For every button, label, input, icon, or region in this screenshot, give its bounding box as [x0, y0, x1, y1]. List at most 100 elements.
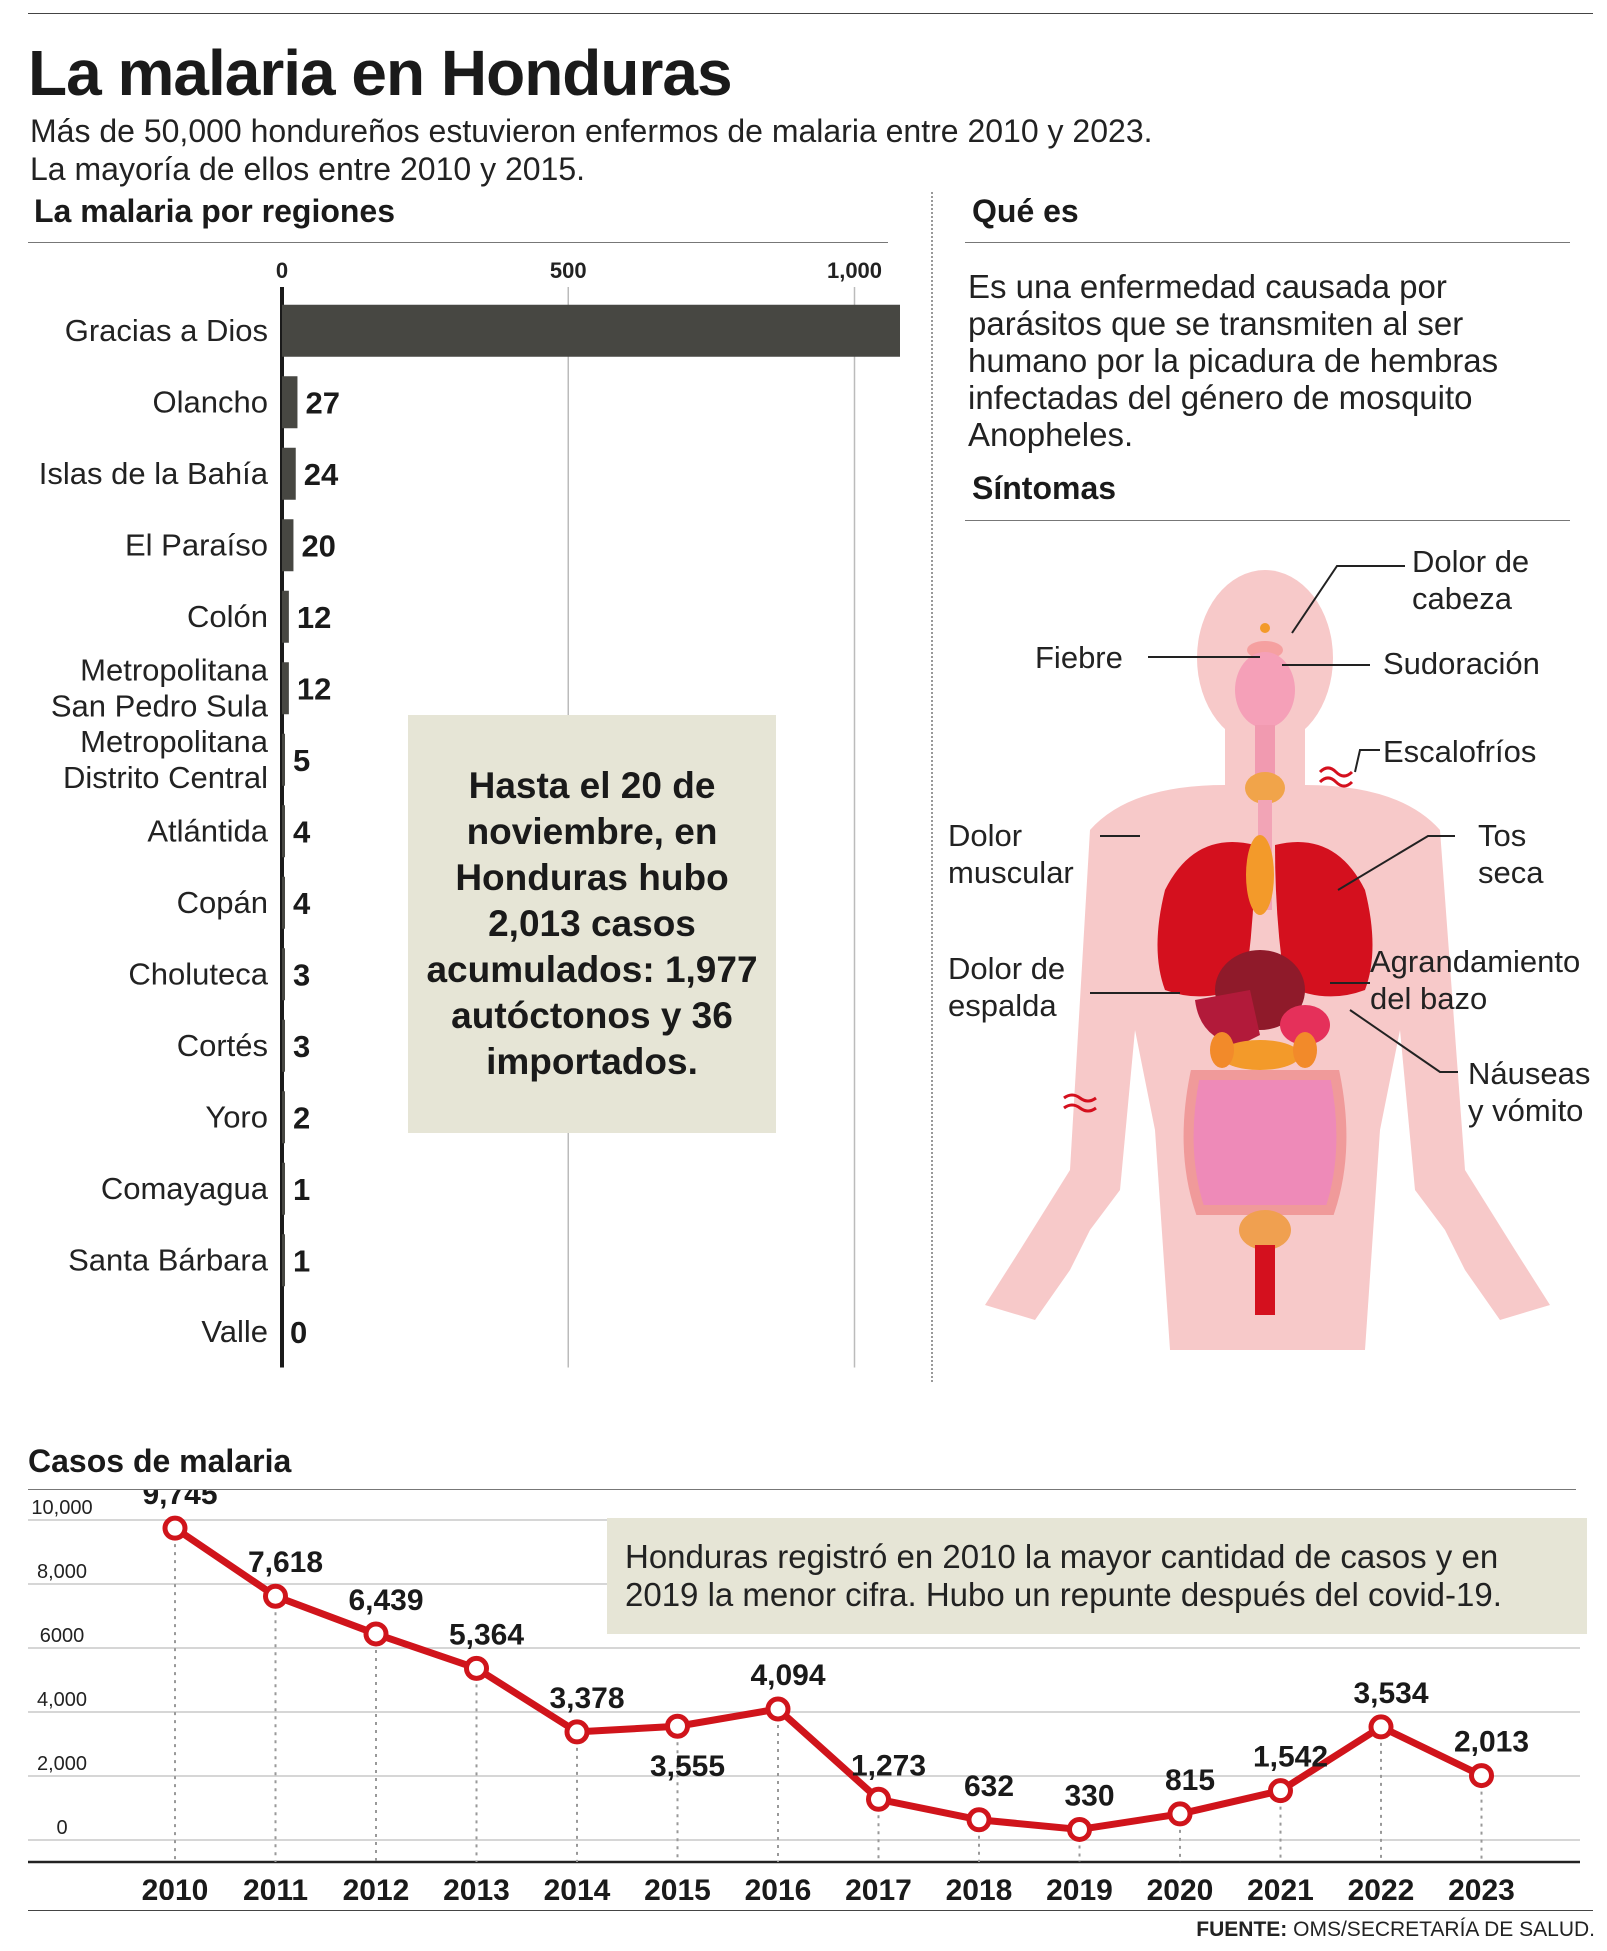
liver [1195, 990, 1260, 1045]
regions-callout: Hasta el 20 de noviembre, en Honduras hu… [408, 715, 776, 1133]
label-dolor-cabeza: Dolor de cabeza [1412, 544, 1530, 616]
data-value-label: 330 [1064, 1779, 1114, 1812]
label-bazo: Agrandamiento del bazo [1370, 944, 1581, 1016]
cases-callout: Honduras registró en 2010 la mayor canti… [607, 1518, 1587, 1634]
data-value-label: 9,745 [142, 1490, 217, 1511]
data-value-label: 1,542 [1253, 1741, 1328, 1774]
symptom-leader-lines [1090, 565, 1458, 1073]
data-point [464, 1655, 489, 1681]
bar-value-label: 24 [304, 457, 339, 492]
cases-line-chart: 0 2,000 4,000 6000 8,000 10,000 9,745 7,618 6,43… [28, 1490, 1580, 1900]
label-nauseas: Náuseas y vómito [1468, 1056, 1591, 1128]
data-point [966, 1807, 992, 1833]
sintomas-title: Síntomas [972, 470, 1117, 506]
brain-dot-icon [1260, 623, 1270, 633]
bar [282, 948, 285, 1001]
footer-source-text: OMS/SECRETARÍA DE SALUD. [1293, 1918, 1595, 1941]
year-label: 2010 [142, 1874, 209, 1900]
bar-category-label: Colón [187, 599, 268, 634]
left-lung [1157, 842, 1255, 997]
bar [282, 805, 285, 858]
line-ytick-label: 6000 [40, 1625, 85, 1647]
bar-category-label: Atlántida [147, 813, 268, 848]
cases-callout-text: Honduras registró en 2010 la mayor canti… [625, 1538, 1502, 1613]
year-label: 2020 [1147, 1874, 1214, 1900]
bar-category-label: Metropolitana San Pedro Sula [51, 652, 269, 723]
label-dolor-muscular: Dolor muscular [948, 818, 1074, 890]
bar-tick-label: 0 [276, 258, 288, 283]
bar-category-label: Choluteca [128, 956, 268, 991]
year-label: 2021 [1247, 1874, 1314, 1900]
data-point [363, 1621, 389, 1647]
que-es-text: Es una enfermedad causada por parásitos … [968, 268, 1499, 453]
chills-squiggle-icon [1318, 766, 1354, 788]
data-point [765, 1696, 791, 1722]
year-label: 2015 [644, 1874, 711, 1900]
bar-category-label: Copán [177, 885, 268, 920]
footer-source-label: FUENTE: [1196, 1918, 1288, 1941]
bar-category-label: Comayagua [101, 1171, 269, 1206]
intestines [1183, 1070, 1347, 1215]
bar-category-label: Olancho [153, 384, 268, 419]
data-point [564, 1719, 590, 1745]
spleen [1280, 1005, 1330, 1045]
bar [282, 519, 294, 572]
bar-category-label: Yoro [205, 1099, 268, 1134]
thyroid [1245, 772, 1285, 804]
que-es-rule [965, 242, 1570, 243]
bottom-rule [28, 1910, 1593, 1911]
year-label: 2017 [845, 1874, 912, 1900]
bar-value-label: 5 [293, 743, 310, 778]
regions-title-rule [28, 242, 888, 243]
year-label: 2012 [343, 1874, 410, 1900]
bar-value-label: 0 [290, 1315, 307, 1350]
page-title: La malaria en Honduras [28, 37, 733, 109]
label-fiebre: Fiebre [1035, 640, 1123, 675]
kidney-left [1210, 1032, 1234, 1068]
year-label: 2023 [1448, 1874, 1515, 1900]
page-subtitle: Más de 50,000 hondureños estuvieron enfe… [30, 112, 1330, 188]
year-label: 2019 [1046, 1874, 1113, 1900]
data-value-label: 3,555 [650, 1750, 725, 1783]
bar [282, 733, 285, 786]
bar-category-label: Cortés [177, 1028, 268, 1063]
bar-value-label: 4 [293, 886, 311, 921]
pelvic-mark [1255, 1245, 1275, 1315]
bar-value-label: 12 [297, 600, 331, 635]
data-point [1268, 1778, 1293, 1804]
bar [282, 447, 296, 500]
data-point [263, 1583, 288, 1609]
bar-tick-label: 500 [550, 258, 587, 283]
footer-source: FUENTE: OMS/SECRETARÍA DE SALUD. [1196, 1918, 1595, 1942]
subtitle-line-2: La mayoría de ellos entre 2010 y 2015. [30, 151, 586, 187]
data-value-label: 3,534 [1353, 1677, 1428, 1710]
data-point [1368, 1714, 1394, 1740]
label-dolor-espalda: Dolor de espalda [948, 951, 1066, 1023]
data-value-label: 7,618 [248, 1546, 323, 1579]
bladder [1239, 1210, 1291, 1250]
bar [282, 590, 289, 643]
bar [282, 1234, 285, 1287]
bar-category-label: Valle [201, 1314, 268, 1349]
data-value-label: 6,439 [348, 1584, 423, 1617]
bar-category-label: Santa Bárbara [68, 1242, 269, 1277]
line-ytick-label: 2,000 [37, 1753, 87, 1775]
bar-category-label: El Paraíso [125, 527, 268, 562]
data-value-label: 1,273 [851, 1749, 926, 1782]
label-sudoracion: Sudoración [1383, 646, 1540, 681]
data-value-label: 632 [964, 1770, 1014, 1803]
data-value-label: 2,013 [1454, 1726, 1529, 1759]
bar-value-label: 1 [293, 1243, 310, 1278]
bar [282, 662, 289, 715]
right-lung [1275, 842, 1373, 997]
year-label: 2013 [443, 1874, 510, 1900]
data-point [162, 1515, 188, 1541]
bar [282, 1019, 285, 1072]
year-label: 2016 [745, 1874, 812, 1900]
bar-value-label: 2 [293, 1100, 310, 1135]
label-tos-seca: Tos seca [1478, 818, 1544, 890]
data-point [1469, 1763, 1494, 1789]
cases-section-title: Casos de malaria [28, 1443, 292, 1479]
year-label: 2011 [243, 1874, 308, 1900]
